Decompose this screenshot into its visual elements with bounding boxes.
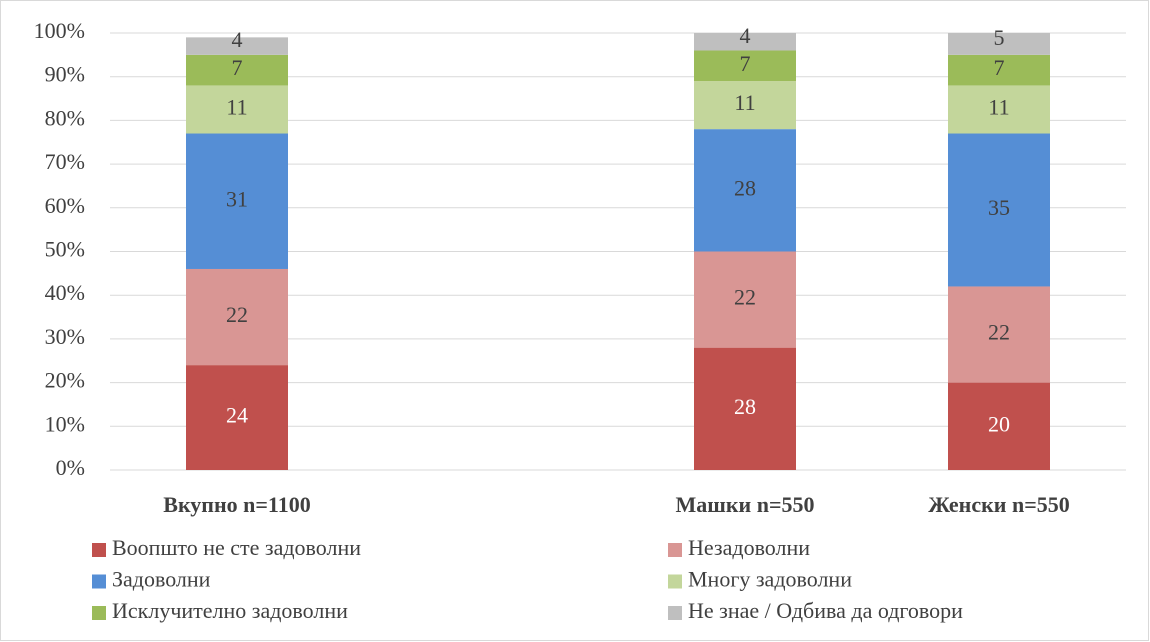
- data-label: 7: [994, 55, 1005, 80]
- data-label: 4: [740, 23, 751, 48]
- legend-label: Незадоволни: [688, 535, 810, 560]
- data-label: 22: [226, 302, 248, 327]
- bar-segment: [186, 365, 288, 470]
- bar-segment: [948, 286, 1050, 383]
- data-label: 7: [740, 51, 751, 76]
- y-tick-label: 100%: [34, 18, 85, 43]
- data-label: 28: [734, 394, 756, 419]
- y-tick-label: 80%: [45, 105, 85, 130]
- legend-swatch: [668, 606, 682, 620]
- data-label: 31: [226, 186, 248, 211]
- data-label: 11: [226, 95, 247, 120]
- legend-label: Задоволни: [112, 567, 211, 592]
- bar-segment: [948, 33, 1050, 55]
- y-tick-label: 40%: [45, 280, 85, 305]
- legend-label: Многу задоволни: [688, 567, 852, 592]
- legend-swatch: [92, 574, 106, 589]
- bar-segment: [948, 133, 1050, 287]
- x-tick-label: Женски n=550: [928, 492, 1069, 517]
- bar-segment: [694, 347, 796, 470]
- legend-label: Не знае / Одбива да одговори: [688, 598, 963, 623]
- y-tick-label: 30%: [45, 324, 85, 349]
- bar-segment: [186, 268, 288, 366]
- bar-segment: [694, 251, 796, 348]
- bar-segment: [694, 33, 796, 51]
- data-label: 22: [988, 320, 1010, 345]
- data-label: 35: [988, 195, 1010, 220]
- data-label: 20: [988, 411, 1010, 436]
- bar-segment: [186, 85, 288, 134]
- y-tick-label: 0%: [56, 455, 85, 480]
- y-tick-label: 20%: [45, 368, 85, 393]
- bar-segment: [186, 37, 288, 55]
- data-label: 28: [734, 175, 756, 200]
- x-tick-label: Вкупно n=1100: [163, 492, 310, 517]
- data-label: 4: [232, 27, 243, 52]
- bar-segment: [948, 382, 1050, 470]
- x-tick-label: Машки n=550: [676, 492, 815, 517]
- y-tick-label: 10%: [45, 411, 85, 436]
- data-label: 11: [988, 95, 1009, 120]
- data-label: 24: [226, 403, 248, 428]
- y-tick-label: 50%: [45, 237, 85, 262]
- y-tick-label: 90%: [45, 62, 85, 87]
- legend-label: Воопшто не сте задоволни: [112, 535, 361, 560]
- data-label: 22: [734, 285, 756, 310]
- bar-segment: [186, 133, 288, 269]
- bar-segment: [694, 129, 796, 252]
- y-tick-label: 60%: [45, 193, 85, 218]
- bar-segment: [694, 81, 796, 130]
- data-label: 11: [734, 90, 755, 115]
- data-label: 7: [232, 55, 243, 80]
- legend-swatch: [668, 574, 682, 589]
- bar-segment: [948, 54, 1050, 86]
- bar-segment: [186, 54, 288, 86]
- y-tick-label: 70%: [45, 149, 85, 174]
- legend-swatch: [668, 543, 682, 557]
- legend-label: Исклучително задоволни: [112, 598, 348, 623]
- bar-segment: [694, 50, 796, 82]
- bar-segment: [948, 85, 1050, 134]
- data-label: 5: [994, 25, 1005, 50]
- legend-swatch: [92, 543, 106, 557]
- legend-swatch: [92, 606, 106, 620]
